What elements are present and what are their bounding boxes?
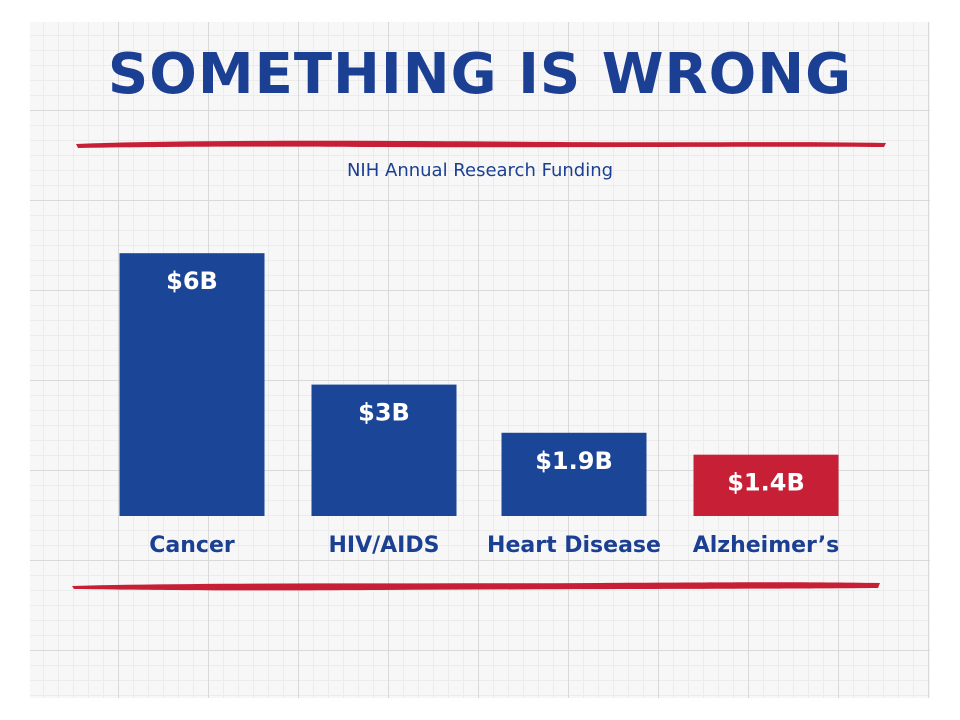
bottom-red-brush-stroke	[72, 582, 880, 591]
category-label-0: Cancer	[149, 533, 235, 558]
bar-0	[119, 253, 265, 517]
bar-1	[311, 384, 457, 516]
bar-2	[501, 432, 647, 516]
bar-value-label-3: $1.4B	[727, 469, 805, 497]
chart-title: NIH Annual Research Funding	[346, 160, 614, 181]
bar-3	[693, 454, 839, 516]
category-label-3: Alzheimer’s	[693, 533, 840, 558]
top-red-brush-stroke	[76, 140, 886, 148]
bar-value-label-2: $1.9B	[535, 447, 613, 475]
category-label-1: HIV/AIDS	[329, 533, 440, 558]
bar-value-label-1: $3B	[358, 399, 410, 427]
headline: SOMETHING IS WRONG	[107, 42, 853, 107]
category-label-2: Heart Disease	[487, 533, 661, 558]
bar-value-label-0: $6B	[166, 267, 218, 295]
